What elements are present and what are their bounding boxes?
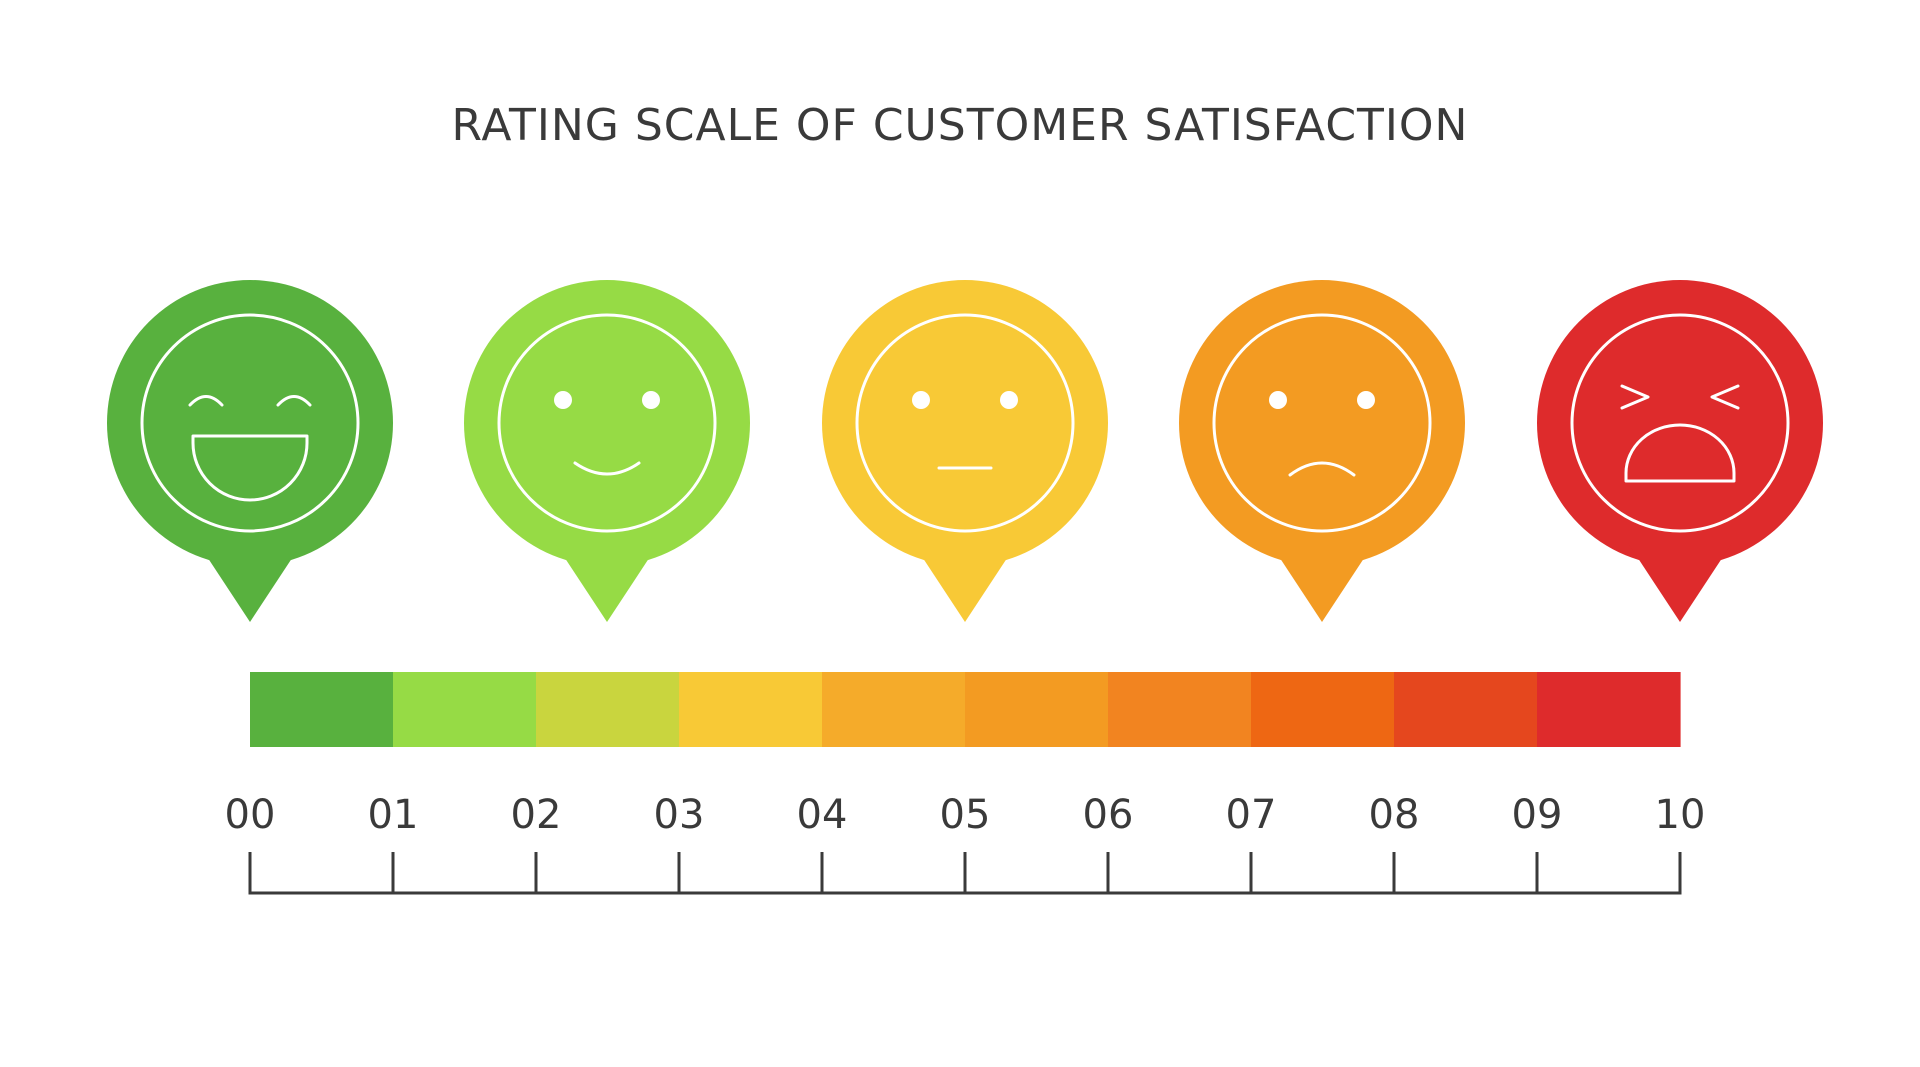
- color-bar-segment-0: [250, 672, 394, 747]
- crying-face-icon: [1570, 313, 1790, 533]
- tick-label: 04: [797, 792, 848, 838]
- smile-face-icon: [497, 313, 717, 533]
- color-bar-segment-7: [1251, 672, 1395, 747]
- tick-label: 02: [511, 792, 562, 838]
- tick-label: 10: [1655, 792, 1706, 838]
- sad-face-icon: [1212, 313, 1432, 533]
- sad-face-pin: [1179, 280, 1465, 622]
- color-bar-segment-8: [1394, 672, 1538, 747]
- laughing-face-icon: [140, 313, 360, 533]
- neutral-face-pin: [822, 280, 1108, 622]
- smiling-face-pin: [464, 280, 750, 622]
- color-bar-segment-1: [393, 672, 537, 747]
- tick-label: 07: [1226, 792, 1277, 838]
- tick-labels: 00 01 02 03 04 05 06 07 08 09 10: [225, 792, 1706, 838]
- tick-label: 01: [368, 792, 419, 838]
- color-bar-segment-3: [679, 672, 823, 747]
- color-bar-segment-2: [536, 672, 680, 747]
- color-bar-segment-6: [1108, 672, 1252, 747]
- tick-label: 08: [1369, 792, 1420, 838]
- crying-face-pin: [1537, 280, 1823, 622]
- color-bar-segment-4: [822, 672, 966, 747]
- tick-label: 09: [1512, 792, 1563, 838]
- neutral-face-icon: [855, 313, 1075, 533]
- color-bar-segment-5: [965, 672, 1109, 747]
- color-bar-segment-9: [1537, 672, 1681, 747]
- tick-label: 05: [940, 792, 991, 838]
- ruler-axis: [248, 852, 1682, 895]
- page-title: RATING SCALE OF CUSTOMER SATISFACTION: [451, 100, 1469, 151]
- tick-label: 03: [654, 792, 705, 838]
- tick-label: 06: [1083, 792, 1134, 838]
- laughing-face-pin: [107, 280, 393, 622]
- color-bar: [250, 672, 1681, 747]
- tick-label: 00: [225, 792, 276, 838]
- pins-layer: [107, 280, 1823, 622]
